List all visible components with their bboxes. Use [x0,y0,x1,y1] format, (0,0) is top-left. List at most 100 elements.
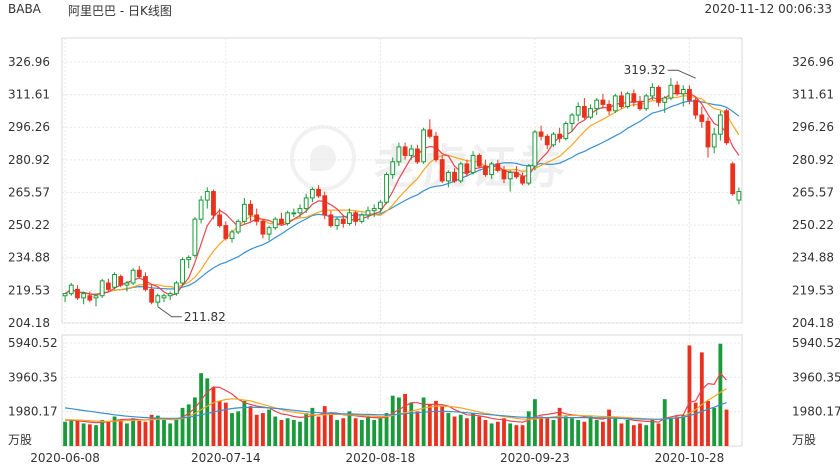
candle-body [717,114,723,135]
volume-bar [310,407,315,446]
candle-body [557,133,563,139]
volume-bar [69,419,74,446]
candle-body [520,176,525,184]
volume-bar [372,419,377,446]
candle-body [612,95,618,112]
candle-body [699,114,705,122]
candle-body [674,84,680,95]
volume-bar [131,418,136,446]
volume-bar [168,423,173,446]
candle-body [353,212,359,222]
volume-bar [279,419,284,446]
candle-body [211,191,216,216]
volume-bar [112,416,117,446]
candle-body [384,174,389,203]
volume-bar [668,418,673,446]
volume-tick-label-left: 3960.35 [8,370,58,384]
candle-body [705,120,711,148]
volume-bar [217,400,222,446]
candle-body [538,131,544,137]
volume-bar [359,419,364,446]
volume-bar [366,416,370,446]
price-panel-frame [61,37,743,324]
candle-body [309,188,315,199]
price-tick-label-right: 204.18 [792,316,834,330]
price-tick-label-right: 265.57 [792,185,834,199]
volume-bar [471,413,476,446]
candle-body [693,99,699,116]
candle-body [322,195,328,216]
volume-bar [285,418,290,446]
candle-body [588,108,593,118]
volume-bar [347,411,352,446]
volume-bar [328,414,333,446]
candle-body [347,212,352,224]
candle-body [544,135,550,146]
volume-bar [545,418,550,446]
date-tick-label: 2020-06-08 [30,451,100,465]
volume-bar [335,419,340,446]
volume-bar [174,419,179,446]
volume-bar [304,413,309,446]
candle-body [143,276,148,290]
candle-body [433,135,439,161]
candle-body [396,146,402,163]
candle-body [631,93,637,103]
candle-body [532,131,538,167]
candle-body [241,203,247,222]
volume-bar [520,425,525,446]
candle-body [186,256,192,261]
price-tick-label-right: 234.88 [792,251,834,265]
candle-body [124,282,130,286]
volume-bar [724,409,729,446]
candle-body [563,123,569,139]
candle-body [680,89,686,95]
volume-bar [149,414,154,446]
volume-bar [211,387,216,446]
volume-bar [298,421,302,446]
volume-bar [162,419,166,446]
candle-body [427,129,433,137]
candle-body [575,106,581,116]
candle-body [619,95,624,108]
candle-body [569,114,575,125]
price-tick-label-right: 326.96 [792,55,834,69]
candle-body [637,101,643,110]
volume-bar [415,411,420,446]
candle-body [130,269,136,284]
price-tick-label-right: 280.92 [792,153,834,167]
volume-bar [291,419,296,446]
volume-unit-label-left: 万股 [8,433,32,447]
volume-bar [706,400,710,446]
volume-bar [600,421,605,446]
candle-body [279,218,284,224]
volume-bar [390,395,395,446]
candle-body [229,231,235,239]
volume-bar [434,400,438,446]
candle-body [81,293,87,299]
candle-body [303,197,309,210]
volume-bar [464,418,469,446]
candle-body [149,288,155,303]
volume-bar [106,421,111,446]
volume-bar [124,423,129,446]
extreme-price-label: 319.32 [624,63,666,77]
volume-bar [483,419,488,446]
volume-bar [205,378,210,446]
price-tick-label-right: 296.26 [792,120,834,134]
candle-body [656,86,661,103]
candle-body [75,288,80,299]
candle-body [260,220,266,235]
volume-bar [118,419,123,446]
volume-tick-label-left: 1980.17 [8,405,58,419]
candle-body [445,171,451,182]
date-tick-label: 2020-09-23 [500,451,570,465]
candle-body [594,99,600,110]
volume-bar [341,418,346,446]
candle-body [248,203,253,216]
price-tick-label-left: 280.92 [8,153,50,167]
volume-bar [403,393,408,446]
price-ma20-line [64,100,740,295]
candle-body [87,295,93,301]
